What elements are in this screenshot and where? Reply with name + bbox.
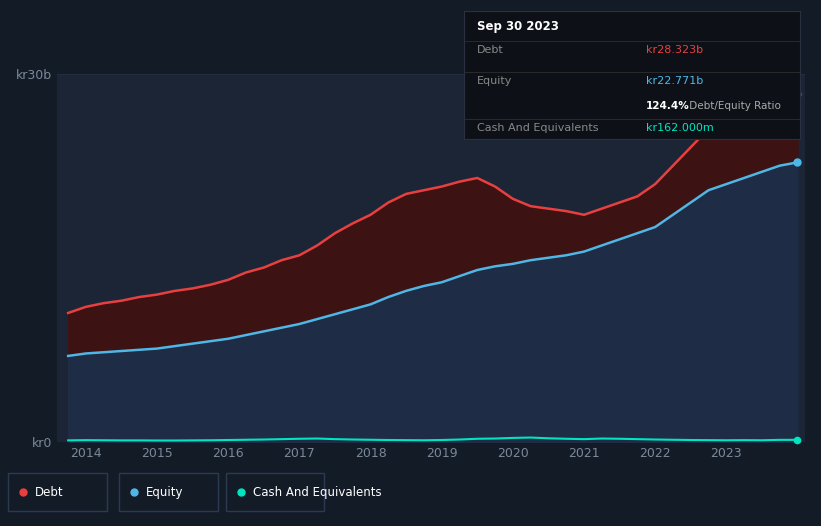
FancyBboxPatch shape bbox=[119, 473, 218, 511]
Point bbox=[791, 436, 804, 444]
Text: kr22.771b: kr22.771b bbox=[645, 76, 703, 86]
Text: Cash And Equivalents: Cash And Equivalents bbox=[253, 485, 382, 499]
Text: Cash And Equivalents: Cash And Equivalents bbox=[477, 123, 599, 133]
Point bbox=[791, 90, 804, 98]
FancyBboxPatch shape bbox=[8, 473, 107, 511]
Text: Debt/Equity Ratio: Debt/Equity Ratio bbox=[686, 101, 781, 111]
Text: Debt: Debt bbox=[35, 485, 64, 499]
FancyBboxPatch shape bbox=[226, 473, 324, 511]
Text: 124.4%: 124.4% bbox=[645, 101, 690, 111]
Text: kr28.323b: kr28.323b bbox=[645, 45, 703, 55]
Text: kr162.000m: kr162.000m bbox=[645, 123, 713, 133]
Text: Equity: Equity bbox=[477, 76, 512, 86]
Text: Equity: Equity bbox=[146, 485, 184, 499]
Text: Sep 30 2023: Sep 30 2023 bbox=[477, 19, 559, 33]
Text: Debt: Debt bbox=[477, 45, 504, 55]
Point bbox=[791, 158, 804, 167]
